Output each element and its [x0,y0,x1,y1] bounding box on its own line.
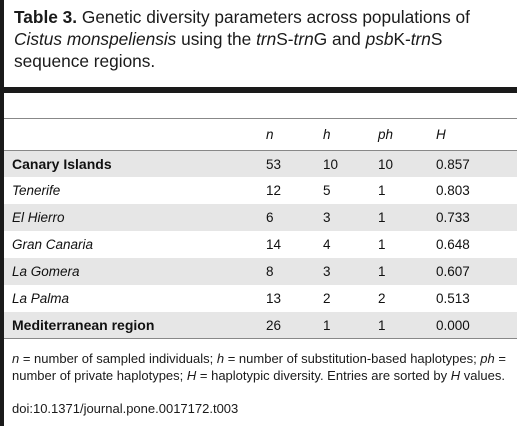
cell-n: 8 [266,264,274,279]
header-n: n [266,127,274,142]
cell-ph: 1 [378,183,386,199]
cell-h: 3 [323,210,331,226]
header-row: n h ph H [4,118,517,151]
population-name: La Gomera [12,264,80,279]
table-row: Mediterranean region 26 1 1 0.000 [4,311,517,339]
footnote-text: = number of substitution-based haplotype… [224,351,481,366]
cell-H: 0.733 [436,210,470,226]
cell-ph: 1 [378,237,386,253]
table-top-rule [0,87,517,93]
cell-h: 10 [323,156,339,172]
header-population [4,119,266,151]
gene-name: psb [365,29,394,49]
population-name: La Palma [12,290,70,306]
table-row: Canary Islands 53 10 10 0.857 [4,150,517,178]
cell-H: 0.648 [436,237,470,253]
caption-text: G and [313,29,366,49]
cell-h: 5 [323,183,331,199]
symbol: H [450,368,461,383]
header-h: h [323,127,331,142]
population-name: Tenerife [12,183,61,199]
footnote-text: = haplotypic diversity. Entries are sort… [196,368,451,383]
doi-link[interactable]: doi:10.1371/journal.pone.0017172.t003 [12,401,239,416]
cell-ph: 1 [378,317,386,333]
cell-n: 53 [266,156,282,172]
cell-n: 12 [266,183,282,199]
footnote-text: values. [460,368,505,383]
cell-h: 2 [323,290,331,306]
caption-text: Genetic diversity parameters across popu… [77,7,470,27]
population-name: Canary Islands [12,156,112,173]
caption-text: S sequence regions. [14,29,443,71]
caption-text: using the [176,29,257,49]
cell-h: 1 [323,317,331,333]
cell-H: 0.857 [436,156,470,172]
cell-h: 3 [323,264,331,279]
symbol: n [12,351,20,366]
gene-name: trn [256,29,277,49]
cell-H: 0.803 [436,183,470,199]
diversity-table: n h ph H Canary Islands 53 10 10 0.857 T… [4,118,517,339]
table-row: La Gomera 8 3 1 0.607 [4,258,517,285]
table-row: Gran Canaria 14 4 1 0.648 [4,231,517,258]
population-name: Mediterranean region [12,317,155,334]
cell-n: 6 [266,210,274,226]
cell-n: 13 [266,290,282,306]
cell-ph: 1 [378,210,386,226]
population-name: El Hierro [12,210,65,226]
caption-text: K- [393,29,411,49]
cell-ph: 1 [378,264,386,279]
cell-H: 0.607 [436,264,470,279]
footnote-text: = number of sampled individuals; [19,351,217,366]
cell-H: 0.513 [436,290,470,306]
caption-label: Table 3. [14,7,78,27]
caption-text: S- [276,29,294,49]
table-row: Tenerife 12 5 1 0.803 [4,177,517,204]
table-row: El Hierro 6 3 1 0.733 [4,204,517,232]
footnote-text: = number of private haplotypes; [12,351,506,383]
table-caption: Table 3. Genetic diversity parameters ac… [14,6,512,72]
cell-ph: 2 [378,290,386,306]
cell-n: 14 [266,237,282,253]
symbol: ph [480,351,495,366]
gene-name: trn [410,29,431,49]
table-row: La Palma 13 2 2 0.513 [4,285,517,312]
cell-ph: 10 [378,156,394,172]
cell-h: 4 [323,237,331,253]
cell-n: 26 [266,317,282,333]
symbol: h [216,351,225,366]
symbol: H [186,368,197,383]
table-footnote: n = number of sampled individuals; h = n… [12,350,512,384]
species-name: Cistus monspeliensis [14,29,177,49]
header-H: H [436,127,446,142]
left-border [0,0,4,426]
header-ph: ph [378,127,394,142]
cell-H: 0.000 [436,317,470,333]
population-name: Gran Canaria [12,237,94,253]
gene-name: trn [293,29,314,49]
